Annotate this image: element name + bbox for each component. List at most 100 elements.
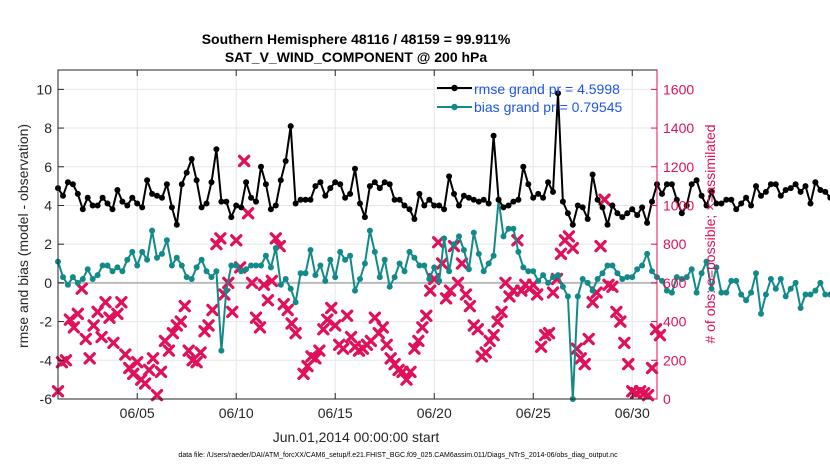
bias-point <box>238 268 245 275</box>
rmse-point <box>154 192 160 199</box>
rmse-point <box>411 216 418 222</box>
rmse-point <box>302 196 309 203</box>
bias-point <box>342 256 349 263</box>
bias-point <box>94 272 101 279</box>
obs-assimilated-point <box>598 193 611 206</box>
rmse-point <box>163 181 170 188</box>
rmse-point <box>569 221 576 228</box>
obs-assimilated-point <box>257 278 271 292</box>
y-left-tick-label: -6 <box>40 391 53 407</box>
obs-assimilated-point <box>269 232 283 245</box>
bias-point <box>520 264 527 271</box>
bias-point <box>515 248 522 255</box>
rmse-point <box>69 181 76 188</box>
bias-point <box>178 262 185 269</box>
obs-assimilated-point <box>336 342 350 355</box>
rmse-point <box>441 206 448 213</box>
bias-point <box>797 305 804 311</box>
rmse-point <box>743 194 750 201</box>
bias-point <box>396 260 403 267</box>
rmse-point <box>64 179 71 186</box>
rmse-point <box>327 185 334 192</box>
rmse-point <box>134 200 141 207</box>
obs-assimilated-point <box>542 327 556 340</box>
bias-point <box>297 270 304 277</box>
rmse-point <box>208 179 215 186</box>
bias-point <box>663 287 670 294</box>
rmse-point <box>555 90 561 97</box>
rmse-point <box>485 200 492 207</box>
rmse-point <box>287 123 294 130</box>
obs-assimilated-point <box>610 305 623 319</box>
obs-assimilated-point <box>455 257 469 270</box>
y-left-tick-label: 10 <box>36 81 52 97</box>
bias-point <box>203 268 210 275</box>
rmse-point <box>228 214 235 221</box>
bias-point <box>193 264 200 271</box>
legend-bias-text: bias grand pr = 0.79545 <box>474 99 622 115</box>
y-axis-right-label: # of obs: o=possible; ×=assimilated <box>702 124 718 343</box>
obs-assimilated-point <box>586 296 599 309</box>
rmse-point <box>762 188 769 195</box>
bias-point <box>490 252 497 259</box>
bias-point <box>480 268 487 275</box>
bias-point <box>277 281 284 288</box>
bias-point <box>604 262 611 269</box>
bias-point <box>505 225 512 232</box>
bias-point <box>213 268 220 275</box>
y-left-tick-label: 6 <box>44 159 52 175</box>
obs-assimilated-point <box>174 315 187 328</box>
y-left-tick-label: 2 <box>44 236 52 252</box>
obs-assimilated-point <box>214 232 227 245</box>
y-right-tick-label: 1400 <box>663 120 694 136</box>
obs-assimilated-point <box>546 286 560 299</box>
rmse-point <box>495 196 502 203</box>
legend-bias-marker <box>451 103 458 111</box>
rmse-point <box>144 177 151 184</box>
bias-point <box>772 285 779 292</box>
bias-point <box>807 291 814 298</box>
rmse-point <box>84 194 91 201</box>
legend-rmse-text: rmse grand pr = 4.5998 <box>474 81 620 97</box>
obs-assimilated-point <box>95 330 108 344</box>
bias-point <box>678 276 685 282</box>
bias-point <box>525 268 532 275</box>
bias-point <box>599 270 606 277</box>
rmse-point <box>599 204 606 211</box>
obs-assimilated-point <box>645 361 659 375</box>
bias-point <box>718 289 725 296</box>
y-right-tick-label: 1200 <box>663 159 694 175</box>
rmse-point <box>262 181 269 188</box>
bias-point <box>555 272 561 279</box>
bias-point <box>262 252 269 259</box>
bias-point <box>183 274 190 281</box>
obs-assimilated-point <box>245 276 259 290</box>
bias-point <box>307 247 314 253</box>
rmse-point <box>386 181 393 188</box>
obs-assimilated-point <box>420 309 433 322</box>
bias-point <box>119 268 126 275</box>
rmse-point <box>505 202 512 209</box>
bias-point <box>683 274 690 281</box>
rmse-point <box>564 210 571 217</box>
rmse-point <box>361 214 368 221</box>
rmse-point <box>683 202 690 209</box>
obs-assimilated-markers <box>51 154 667 402</box>
rmse-point <box>198 204 205 211</box>
bias-point <box>198 256 205 263</box>
rmse-point <box>545 179 552 186</box>
obs-assimilated-point <box>424 284 437 297</box>
y-left-tick-label: 4 <box>44 197 52 213</box>
obs-assimilated-point <box>329 319 342 332</box>
bias-point <box>728 277 735 284</box>
bias-point <box>267 264 274 271</box>
rmse-point <box>733 206 740 213</box>
rmse-point <box>703 202 710 209</box>
obs-assimilated-point <box>582 332 595 346</box>
obs-assimilated-point <box>594 239 607 253</box>
obs-assimilated-point <box>313 344 326 357</box>
obs-assimilated-point <box>534 340 548 353</box>
rmse-point <box>451 190 457 197</box>
bias-point <box>371 248 378 255</box>
obs-assimilated-point <box>194 346 207 359</box>
